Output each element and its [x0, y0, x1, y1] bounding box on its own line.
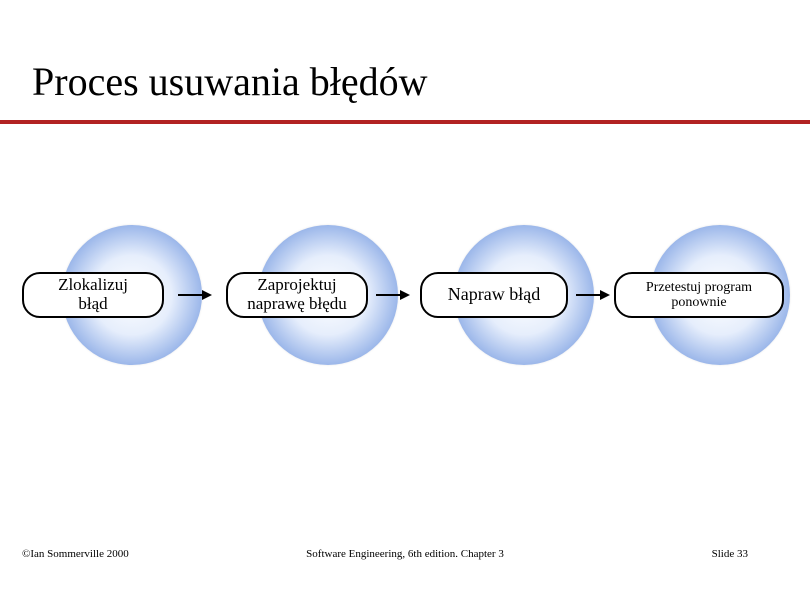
slide-title: Proces usuwania błędów	[32, 58, 427, 105]
footer-book: Software Engineering, 6th edition. Chapt…	[0, 548, 810, 560]
node-chip-locate: Zlokalizuj błąd	[22, 272, 164, 318]
node-chip-design-fix: Zaprojektuj naprawę błędu	[226, 272, 368, 318]
title-underline	[0, 120, 810, 124]
node-chip-retest: Przetestuj program ponownie	[614, 272, 784, 318]
process-diagram: Zlokalizuj błąd Zaprojektuj naprawę błęd…	[0, 210, 810, 380]
arrow-icon	[576, 288, 610, 302]
node-chip-fix: Napraw błąd	[420, 272, 568, 318]
slide: Proces usuwania błędów Zlokalizuj błąd Z…	[0, 0, 810, 600]
arrow-icon	[376, 288, 410, 302]
footer-slide-num: Slide 33	[712, 548, 748, 560]
arrow-icon	[178, 288, 212, 302]
